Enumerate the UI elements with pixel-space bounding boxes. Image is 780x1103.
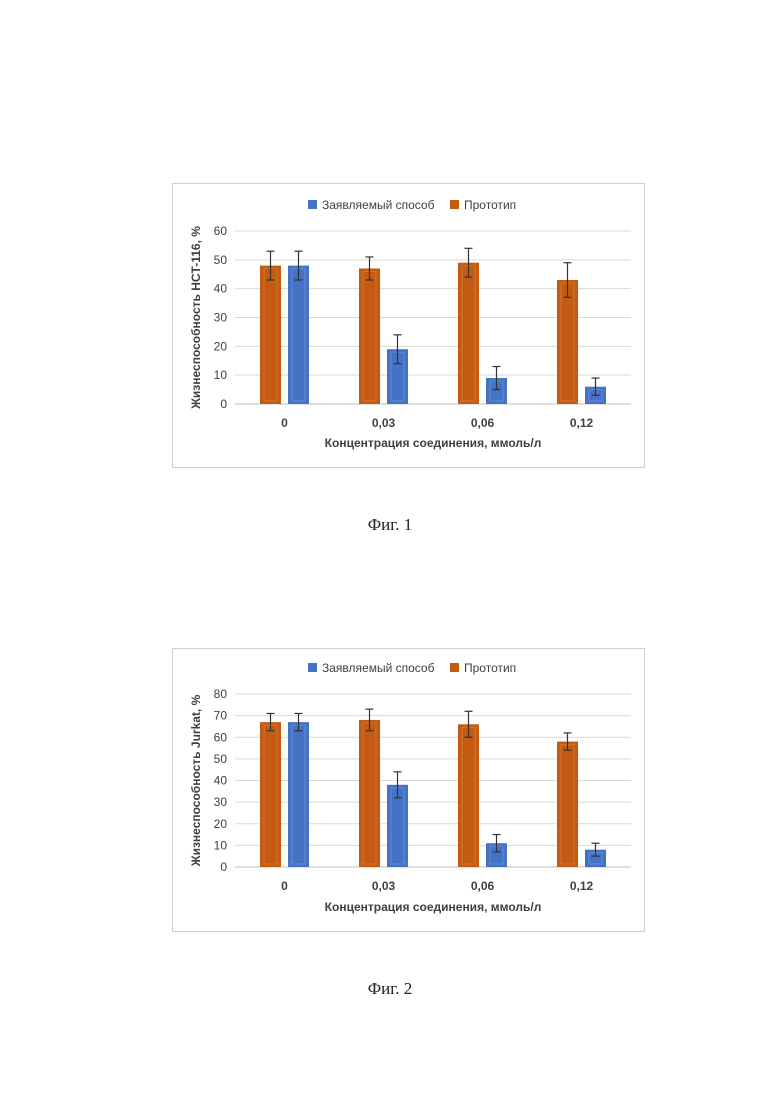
chart2-xtick-3: 0,12 (570, 879, 594, 893)
chart2-ytick-2: 20 (214, 817, 228, 831)
chart2-legend-swatch-0 (308, 663, 317, 672)
chart1-legend-label-0: Заявляемый способ (322, 198, 435, 212)
chart1-ytick-2: 20 (214, 339, 228, 353)
chart1-legend-swatch-1 (450, 200, 459, 209)
chart-hct116-svg: Заявляемый способ Прототип 0 10 20 30 40 50 60 0 0… (173, 184, 644, 467)
chart2-ylabel: Жизнеспособность Jurkat, % (189, 694, 203, 867)
chart-jurkat-svg: Заявляемый способ Прототип 0 10 20 30 40 50 60 70… (173, 649, 644, 931)
chart-hct116: Заявляемый способ Прототип 0 10 20 30 40 50 60 0 0… (172, 183, 645, 468)
chart2-xtick-1: 0,03 (372, 879, 396, 893)
chart1-ytick-6: 60 (214, 224, 228, 238)
chart2-bar-prototype-2 (458, 724, 479, 867)
chart2-bar-prototype-3 (557, 742, 578, 867)
chart1-bar-prototype-3 (557, 280, 578, 404)
chart2-xtick-2: 0,06 (471, 879, 495, 893)
chart2-xtick-0: 0 (281, 879, 288, 893)
chart2-legend-label-1: Прототип (464, 661, 516, 675)
chart1-ytick-4: 40 (214, 282, 228, 296)
chart2-ytick-6: 60 (214, 730, 228, 744)
chart2-bar-prototype-1 (359, 720, 380, 867)
chart2-ytick-4: 40 (214, 774, 228, 788)
chart1-xlabel: Концентрация соединения, ммоль/л (325, 436, 542, 450)
chart1-bar-prototype-0 (260, 266, 281, 404)
chart-jurkat: Заявляемый способ Прототип 0 10 20 30 40 50 60 70… (172, 648, 645, 932)
chart2-bar-claimed-0 (288, 722, 309, 867)
chart1-xtick-2: 0,06 (471, 416, 495, 430)
chart2-ytick-1: 10 (214, 838, 228, 852)
chart2-ytick-0: 0 (220, 860, 227, 874)
chart2-legend-swatch-1 (450, 663, 459, 672)
chart2-ytick-3: 30 (214, 795, 228, 809)
chart2-ytick-7: 70 (214, 709, 228, 723)
chart1-xtick-0: 0 (281, 416, 288, 430)
chart1-bar-claimed-0 (288, 266, 309, 404)
chart1-ytick-0: 0 (220, 397, 227, 411)
chart2-bar-prototype-0 (260, 722, 281, 867)
chart1-ytick-1: 10 (214, 368, 228, 382)
figure-caption-1: Фиг. 1 (0, 515, 780, 535)
chart1-bar-prototype-2 (458, 263, 479, 404)
chart2-ytick-8: 80 (214, 687, 228, 701)
chart1-xtick-3: 0,12 (570, 416, 594, 430)
figure-caption-2: Фиг. 2 (0, 979, 780, 999)
chart2-ytick-5: 50 (214, 752, 228, 766)
chart1-xtick-1: 0,03 (372, 416, 396, 430)
chart1-legend-label-1: Прототип (464, 198, 516, 212)
chart1-bar-prototype-1 (359, 268, 380, 404)
chart2-legend-label-0: Заявляемый способ (322, 661, 435, 675)
chart2-xlabel: Концентрация соединения, ммоль/л (325, 900, 542, 914)
chart1-ytick-3: 30 (214, 311, 228, 325)
chart1-ylabel: Жизнеспособность HCT-116, % (189, 226, 203, 410)
chart1-legend-swatch-0 (308, 200, 317, 209)
chart1-ytick-5: 50 (214, 253, 228, 267)
